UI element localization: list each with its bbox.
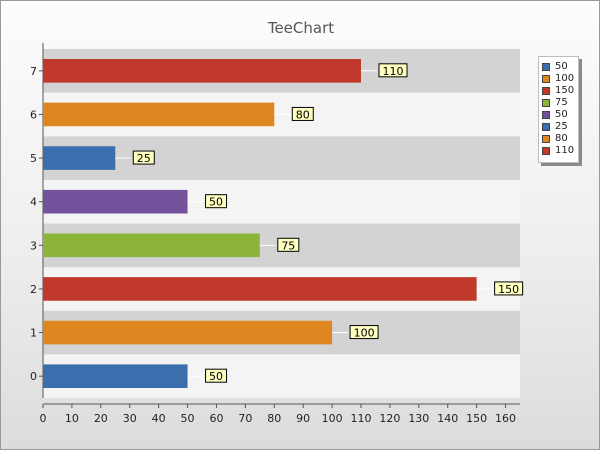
y-tick-label: 4 <box>30 196 37 209</box>
x-tick-label: 90 <box>296 412 310 425</box>
data-label: 100 <box>354 327 375 340</box>
legend-swatch <box>542 99 550 107</box>
data-label: 50 <box>209 370 223 383</box>
legend-label: 100 <box>555 73 575 84</box>
legend-label: 110 <box>555 145 575 156</box>
x-tick-label: 0 <box>40 412 47 425</box>
data-label-box <box>291 106 314 121</box>
bar <box>43 320 333 345</box>
x-tick-label: 40 <box>152 412 166 425</box>
bar <box>43 277 477 301</box>
data-label-box <box>378 63 408 78</box>
data-label: 75 <box>281 239 295 252</box>
y-tick-label: 1 <box>30 327 37 340</box>
legend-swatch <box>542 135 550 143</box>
legend-swatch <box>542 75 550 83</box>
bar <box>43 364 188 388</box>
x-tick-label: 60 <box>209 412 223 425</box>
x-tick-label: 110 <box>351 412 372 425</box>
legend-swatch <box>542 111 550 119</box>
data-label: 80 <box>296 108 310 121</box>
chart-legend: 50 100 150 75 50 25 80 110 <box>538 56 579 163</box>
data-label-box <box>132 150 155 165</box>
x-tick-label: 140 <box>437 412 458 425</box>
x-tick-label: 150 <box>466 412 487 425</box>
data-label: 150 <box>498 283 519 296</box>
data-label-box <box>349 325 379 340</box>
legend-label: 50 <box>555 109 568 120</box>
x-tick-label: 100 <box>322 412 343 425</box>
data-label-box <box>205 194 228 209</box>
legend-label: 150 <box>555 85 575 96</box>
x-tick-label: 30 <box>123 412 137 425</box>
x-tick-label: 10 <box>65 412 79 425</box>
chart-title: TeeChart <box>267 19 335 37</box>
y-tick-label: 0 <box>30 370 37 383</box>
data-label: 25 <box>137 152 151 165</box>
legend-label: 50 <box>555 61 568 72</box>
bar <box>43 59 361 83</box>
bar <box>43 146 116 170</box>
bar <box>43 189 188 214</box>
y-tick-label: 6 <box>30 108 37 121</box>
legend-label: 80 <box>555 133 568 144</box>
bar <box>43 102 275 127</box>
bar <box>43 233 260 258</box>
legend-swatch <box>542 123 550 131</box>
x-tick-label: 50 <box>181 412 195 425</box>
legend-label: 75 <box>555 97 568 108</box>
data-label: 110 <box>383 65 404 78</box>
y-tick-label: 3 <box>30 239 37 252</box>
y-tick-label: 2 <box>30 283 37 296</box>
y-tick-label: 5 <box>30 152 37 165</box>
legend-swatch <box>542 63 550 71</box>
x-tick-label: 70 <box>238 412 252 425</box>
legend-label: 25 <box>555 121 568 132</box>
x-tick-label: 80 <box>267 412 281 425</box>
legend-swatch <box>542 87 550 95</box>
x-tick-label: 120 <box>379 412 400 425</box>
data-label-box <box>277 237 300 252</box>
x-tick-label: 20 <box>94 412 108 425</box>
x-tick-label: 160 <box>495 412 516 425</box>
y-tick-label: 7 <box>30 65 37 78</box>
data-label-box <box>494 281 524 296</box>
legend-swatch <box>542 147 550 155</box>
data-label-box <box>205 368 228 383</box>
x-tick-label: 130 <box>408 412 429 425</box>
data-label: 50 <box>209 196 223 209</box>
